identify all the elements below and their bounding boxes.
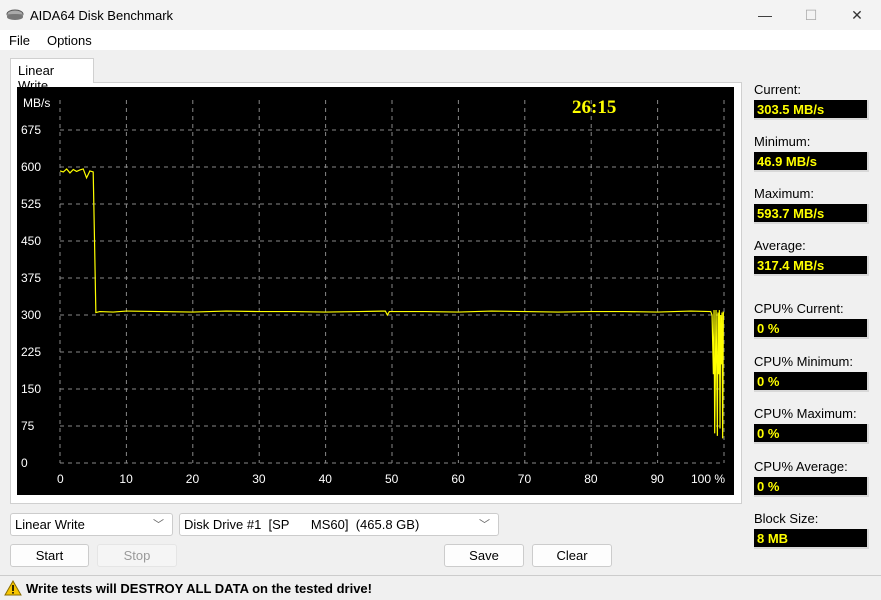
stat-label: Block Size: (754, 511, 819, 526)
y-tick-label: 525 (21, 197, 41, 211)
window-title: AIDA64 Disk Benchmark (30, 7, 174, 23)
clear-button[interactable]: Clear (532, 544, 612, 567)
status-message: Write tests will DESTROY ALL DATA on the… (26, 580, 372, 596)
stat-label: Minimum: (754, 134, 811, 149)
test-type-select[interactable]: Linear Write ﹀ (10, 513, 173, 536)
status-bar: Write tests will DESTROY ALL DATA on the… (0, 575, 881, 600)
menu-bar: File Options (0, 30, 881, 50)
y-tick-label: 675 (21, 123, 41, 137)
benchmark-chart: 0 75 150 225 300 375 450 525 600 675 0 10 20 30 40 50 60… (17, 87, 734, 495)
stat-value: 0 % (754, 319, 869, 339)
stat-value: 303.5 MB/s (754, 100, 869, 120)
x-tick-label: 80 (584, 472, 598, 486)
y-tick-label: 75 (21, 419, 35, 433)
minimize-button[interactable]: — (758, 7, 772, 23)
y-tick-label: 375 (21, 271, 41, 285)
drive-value: Disk Drive #1 [SP MS60] (465.8 GB) (184, 517, 420, 532)
x-tick-label: 0 (57, 472, 64, 486)
stat-value: 46.9 MB/s (754, 152, 869, 172)
maximize-button[interactable]: ☐ (804, 6, 818, 23)
write-speed-line (59, 168, 725, 439)
stat-value: 0 % (754, 424, 869, 444)
save-button[interactable]: Save (444, 544, 524, 567)
y-tick-label: 225 (21, 345, 41, 359)
x-tick-label: 10 (119, 472, 133, 486)
y-tick-label: 0 (21, 456, 28, 470)
stat-label: CPU% Current: (754, 301, 844, 316)
x-tick-label: 50 (385, 472, 399, 486)
chart-svg: 0 75 150 225 300 375 450 525 600 675 0 10 20 30 40 50 60… (21, 96, 725, 486)
x-tick-label: 40 (319, 472, 333, 486)
y-axis-unit: MB/s (23, 96, 50, 110)
elapsed-time: 26:15 (572, 97, 616, 118)
y-tick-label: 300 (21, 308, 41, 322)
chevron-down-icon: ﹀ (153, 519, 164, 531)
stat-label: CPU% Maximum: (754, 406, 857, 421)
stat-label: Maximum: (754, 186, 814, 201)
stat-label: CPU% Minimum: (754, 354, 853, 369)
test-type-value: Linear Write (15, 517, 85, 532)
x-tick-label: 60 (451, 472, 465, 486)
stat-label: CPU% Average: (754, 459, 848, 474)
y-tick-label: 150 (21, 382, 41, 396)
tab-linear-write[interactable]: Linear Write (10, 58, 94, 93)
drive-select[interactable]: Disk Drive #1 [SP MS60] (465.8 GB) ﹀ (179, 513, 499, 536)
x-tick-label: 100 % (691, 472, 725, 486)
stat-value: 0 % (754, 477, 869, 497)
disk-drive-icon (6, 9, 24, 20)
menu-options[interactable]: Options (46, 32, 92, 48)
title-bar: AIDA64 Disk Benchmark — ☐ ✕ (0, 0, 881, 30)
x-tick-label: 70 (518, 472, 532, 486)
close-button[interactable]: ✕ (851, 6, 863, 23)
stat-value: 593.7 MB/s (754, 204, 869, 224)
stat-label: Average: (754, 238, 806, 253)
x-tick-label: 20 (186, 472, 200, 486)
stat-value: 8 MB (754, 529, 869, 549)
x-tick-label: 30 (252, 472, 266, 486)
stat-value: 0 % (754, 372, 869, 392)
y-tick-label: 600 (21, 160, 41, 174)
stop-button[interactable]: Stop (97, 544, 177, 567)
stat-value: 317.4 MB/s (754, 256, 869, 276)
stat-label: Current: (754, 82, 801, 97)
x-tick-label: 90 (651, 472, 665, 486)
warning-icon (4, 580, 22, 596)
y-tick-label: 450 (21, 234, 41, 248)
menu-file[interactable]: File (9, 32, 30, 48)
chevron-down-icon: ﹀ (479, 519, 490, 531)
start-button[interactable]: Start (10, 544, 89, 567)
